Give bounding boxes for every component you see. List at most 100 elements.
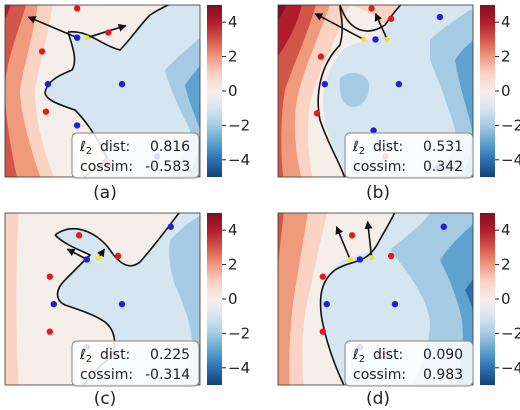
panel-c-cossim-value: -0.314	[145, 367, 190, 383]
panel-b-colorbar-tick-3: −2	[501, 116, 520, 134]
panel-b-red-point-2	[317, 53, 325, 60]
panel-d-blue-point-0	[440, 223, 447, 230]
panel-a-colorbar-tick-2: 0	[228, 82, 238, 100]
panel-d-colorbar-tick-3: −2	[501, 324, 520, 342]
panel-d-arrow-1	[364, 220, 373, 258]
panel-c-red-point-3	[46, 328, 54, 335]
panel-d-dist-label: dist:	[373, 347, 403, 363]
panel-b-blue-point-0	[436, 13, 444, 21]
panel-c-dist-value: 0.225	[150, 347, 190, 363]
panel-d-colorbar-ticks: 4 2 0 −2 −4	[495, 221, 520, 377]
panel-a-dist-value: 0.816	[150, 139, 190, 155]
panel-b-red-point-3	[313, 110, 321, 117]
panel-a-blue-point-0	[73, 34, 81, 41]
panel-a-red-point-2	[38, 48, 46, 55]
panel-d-dist-value: 0.090	[423, 347, 463, 363]
panel-c-yellow-point-0	[96, 255, 102, 261]
panel-c-blue-point-1	[83, 256, 91, 263]
panel-a-red-point-0	[73, 5, 81, 12]
panel-b-dist-label: dist:	[373, 139, 403, 155]
panel-d-stats-box: ℓ2 dist: 0.090 cossim: 0.983	[344, 340, 474, 387]
panel-c-colorbar-tick-3: −2	[228, 324, 250, 342]
panel-c-colorbar-tick-2: 0	[228, 290, 238, 308]
panel-c-cossim-label: cossim:	[80, 367, 133, 383]
panel-d-blue-point-3	[391, 300, 399, 308]
panel-b-red-point-0	[368, 5, 375, 12]
panel-c-red-point-2	[46, 273, 54, 280]
panel-d: ℓ2 dist: 0.090 cossim: 0.983 4 2 0 −2 −4 (d)	[277, 212, 520, 409]
panel-a-colorbar-tick-4: −4	[228, 151, 250, 169]
panel-b-caption: (b)	[366, 183, 390, 203]
panel-c-red-point-1	[114, 252, 122, 260]
panel-c: ℓ2 dist: 0.225 cossim: -0.314 4 2 0 −2 −4 (c…	[4, 212, 250, 409]
panel-b-dist-value: 0.531	[423, 139, 463, 155]
panel-a-dist-label: dist:	[100, 139, 130, 155]
panel-d-cossim-value: 0.983	[423, 367, 463, 383]
panel-c-l2-symbol: ℓ2	[79, 347, 92, 365]
panel-a-yellow-point-0	[84, 35, 90, 41]
panel-a-l2-symbol: ℓ2	[79, 139, 92, 157]
panel-b-colorbar-ticks: 4 2 0 −2 −4	[495, 13, 520, 169]
panel-a-cossim-label: cossim:	[80, 159, 133, 175]
panel-b-colorbar-tick-2: 0	[501, 82, 511, 100]
panel-b-colorbar: 4 2 0 −2 −4	[480, 5, 520, 177]
panel-a-colorbar-tick-1: 2	[228, 48, 238, 66]
panel-c-blue-point-2	[50, 300, 57, 308]
panel-d-marks	[319, 220, 447, 358]
panel-a-cossim-value: -0.583	[145, 159, 190, 175]
panel-d-colorbar-tick-0: 4	[501, 221, 511, 239]
panel-d-colorbar-tick-1: 2	[501, 256, 511, 274]
panel-c-colorbar-tick-4: −4	[228, 359, 250, 377]
panel-b-blue-point-3	[395, 80, 403, 88]
panel-d-colorbar: 4 2 0 −2 −4	[480, 213, 520, 385]
panel-c-arrow-0	[66, 248, 88, 261]
panel-b-arrow-1	[374, 12, 388, 40]
panel-d-colorbar-tick-4: −4	[501, 359, 520, 377]
panel-b-cossim-value: 0.342	[423, 159, 463, 175]
panel-b-red-point-1	[387, 15, 395, 22]
panel-d-red-point-1	[387, 252, 395, 260]
panel-b-colorbar-tick-1: 2	[501, 48, 511, 66]
panel-d-red-point-3	[319, 328, 327, 335]
panel-a-blue-point-1	[44, 80, 52, 88]
panel-a-arrow-0	[27, 16, 78, 39]
panel-d-yellow-point-1	[369, 255, 375, 261]
panel-b-colorbar-tick-4: −4	[501, 151, 520, 169]
panel-a-colorbar-ticks: 4 2 0 −2 −4	[222, 13, 250, 169]
panel-a-colorbar-tick-3: −2	[228, 116, 250, 134]
panel-a-red-point-3	[42, 108, 50, 115]
panel-d-yellow-point-0	[347, 256, 353, 263]
panel-d-colorbar-tick-2: 0	[501, 290, 511, 308]
panel-c-colorbar-tick-0: 4	[228, 221, 238, 239]
panel-d-arrow-0	[335, 226, 351, 260]
panel-b: ℓ2 dist: 0.531 cossim: 0.342 4 2 0 −2 −4 (b)	[277, 4, 520, 203]
panel-a-red-point-1	[105, 29, 112, 36]
panel-b-cossim-label: cossim:	[353, 159, 406, 175]
panel-c-caption: (c)	[94, 389, 117, 409]
panel-a-colorbar-tick-0: 4	[228, 13, 238, 31]
panel-b-colorbar-tick-0: 4	[501, 13, 511, 31]
panel-c-colorbar-ticks: 4 2 0 −2 −4	[222, 221, 250, 377]
panel-c-dist-label: dist:	[100, 347, 130, 363]
panel-a-stats-box: ℓ2 dist: 0.816 cossim: -0.583	[71, 132, 200, 179]
panel-d-blue-point-2	[323, 300, 330, 308]
panel-c-blue-point-0	[167, 223, 174, 230]
panel-a-colorbar: 4 2 0 −2 −4	[207, 5, 250, 177]
panel-d-red-point-0	[348, 232, 356, 239]
panel-a-blue-point-2	[118, 80, 126, 88]
panel-c-red-point-0	[75, 232, 83, 239]
panel-c-blue-point-3	[118, 300, 126, 308]
panel-b-l2-symbol: ℓ2	[352, 139, 365, 157]
panel-d-cossim-label: cossim:	[353, 367, 406, 383]
panel-c-colorbar: 4 2 0 −2 −4	[207, 213, 250, 385]
panel-d-blue-point-1	[356, 256, 364, 263]
panel-b-stats-box: ℓ2 dist: 0.531 cossim: 0.342	[344, 132, 474, 179]
panel-b-blue-point-4	[370, 127, 377, 134]
panel-b-yellow-point-1	[384, 36, 390, 43]
panel-a-caption: (a)	[93, 183, 117, 203]
panel-c-colorbar-tick-1: 2	[228, 256, 238, 274]
panel-d-caption: (d)	[366, 389, 390, 409]
panel-d-l2-symbol: ℓ2	[352, 347, 365, 365]
panel-a: ℓ2 dist: 0.816 cossim: -0.583 4 2 0 −2 −4 (a…	[4, 4, 250, 203]
